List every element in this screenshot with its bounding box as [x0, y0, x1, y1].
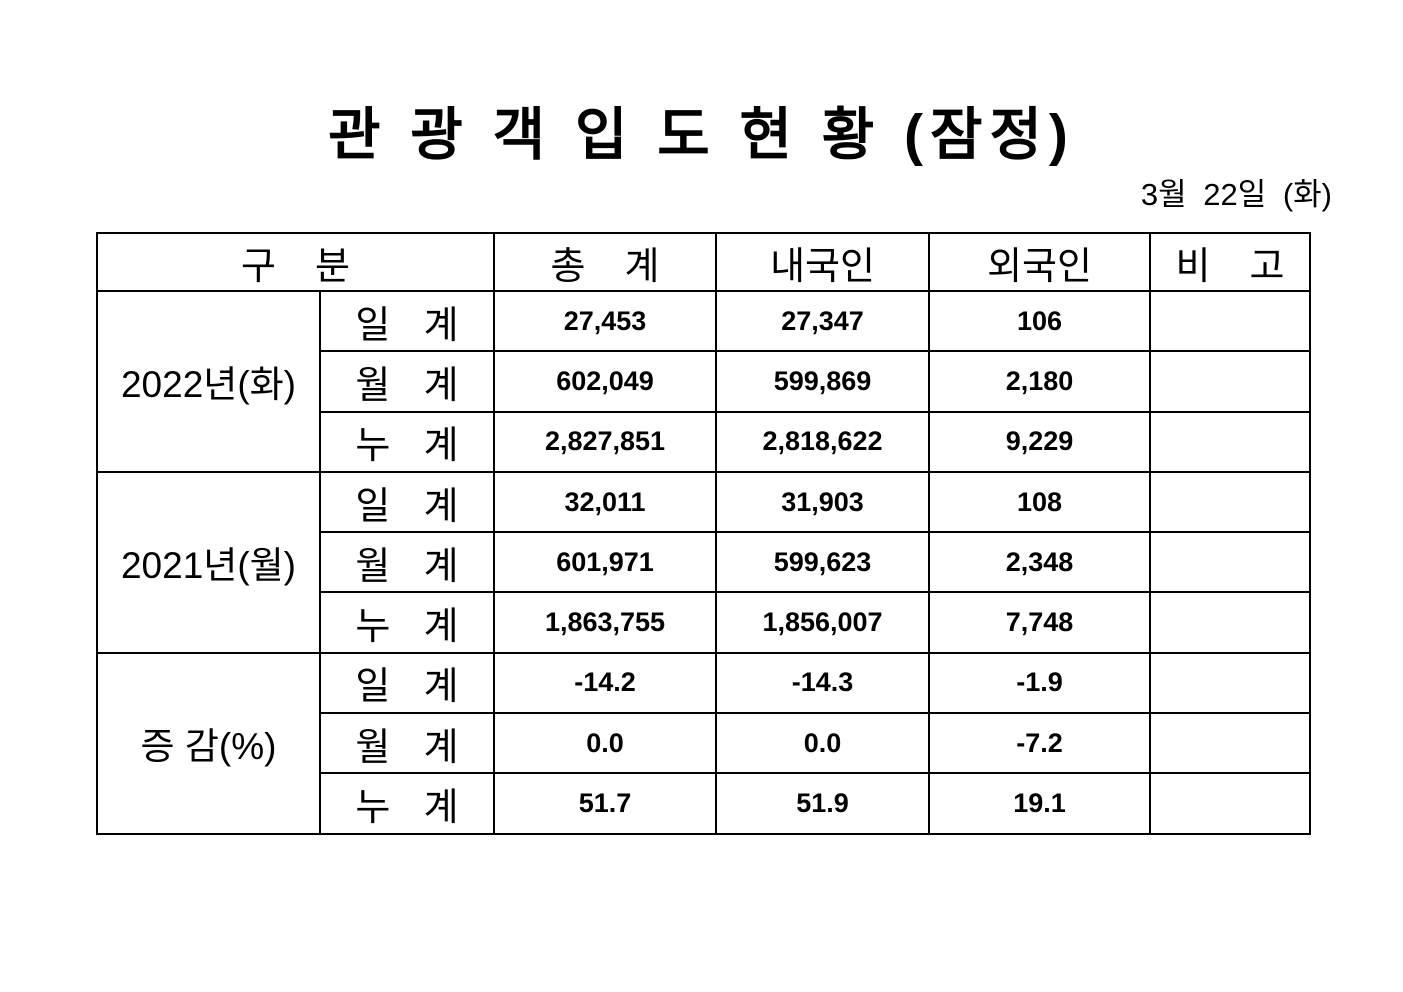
foreign-value: 19.1: [928, 772, 1152, 835]
table-row: 월 계 601,971 599,623 2,348: [97, 531, 1312, 594]
note-cell: [1149, 289, 1312, 353]
table-row: 누 계 51.7 51.9 19.1: [97, 772, 1312, 835]
table-row: 월 계 602,049 599,869 2,180: [97, 350, 1312, 413]
note-cell: [1149, 712, 1312, 775]
report-date: 3월 22일 (화): [1140, 177, 1332, 212]
domestic-value: -14.3: [715, 651, 931, 715]
table-row: 누 계 2,827,851 2,818,622 9,229: [97, 410, 1312, 473]
foreign-value: -1.9: [928, 651, 1152, 715]
header-note: 비 고: [1149, 232, 1312, 292]
foreign-value: 2,348: [928, 531, 1152, 594]
domestic-value: 0.0: [715, 712, 931, 775]
group-label-2022: 2022년(화): [96, 290, 321, 473]
table-row: 증 감(%) 일 계 -14.2 -14.3 -1.9: [96, 651, 1312, 835]
row-label-daily: 일 계: [318, 470, 496, 534]
total-value: 2,827,851: [493, 410, 718, 473]
header-total: 총 계: [493, 232, 718, 292]
header-domestic: 내국인: [715, 232, 931, 292]
domestic-value: 51.9: [715, 772, 931, 835]
domestic-value: 1,856,007: [715, 591, 931, 654]
table-row: 월 계 0.0 0.0 -7.2: [97, 712, 1312, 775]
table-header-row: 구 분 총 계 내국인 외국인 비 고: [95, 232, 1312, 292]
note-cell: [1149, 651, 1312, 715]
total-value: 51.7: [493, 772, 718, 835]
tourist-arrival-table: 구 분 총 계 내국인 외국인 비 고 2022년(화) 일 계 27,453 …: [95, 232, 1312, 835]
header-category: 구 분: [95, 232, 496, 292]
total-value: 601,971: [493, 531, 718, 594]
total-value: 602,049: [493, 350, 718, 413]
foreign-value: 9,229: [928, 410, 1152, 473]
foreign-value: 2,180: [928, 350, 1152, 413]
foreign-value: 7,748: [928, 591, 1152, 654]
row-label-daily: 일 계: [318, 651, 496, 715]
row-label-cumulative: 누 계: [318, 410, 496, 473]
row-label-daily: 일 계: [318, 289, 496, 353]
row-label-monthly: 월 계: [318, 350, 496, 413]
total-value: 32,011: [493, 470, 718, 534]
total-value: 0.0: [493, 712, 718, 775]
total-value: 1,863,755: [493, 591, 718, 654]
row-label-cumulative: 누 계: [318, 772, 496, 835]
total-value: -14.2: [493, 651, 718, 715]
page-title: 관 광 객 입 도 현 황 (잠정): [328, 103, 1075, 167]
group-label-change: 증 감(%): [96, 651, 321, 835]
domestic-value: 599,869: [715, 350, 931, 413]
domestic-value: 31,903: [715, 470, 931, 534]
header-foreign: 외국인: [928, 232, 1152, 292]
row-label-monthly: 월 계: [318, 712, 496, 775]
foreign-value: -7.2: [928, 712, 1152, 775]
note-cell: [1149, 591, 1312, 654]
table-row: 2022년(화) 일 계 27,453 27,347 106: [96, 289, 1312, 473]
note-cell: [1149, 531, 1312, 594]
row-label-cumulative: 누 계: [318, 591, 496, 654]
table-row: 2021년(월) 일 계 32,011 31,903 108: [96, 470, 1312, 654]
note-cell: [1149, 772, 1312, 835]
domestic-value: 599,623: [715, 531, 931, 594]
table-row: 누 계 1,863,755 1,856,007 7,748: [97, 591, 1312, 654]
note-cell: [1149, 410, 1312, 473]
note-cell: [1149, 350, 1312, 413]
group-label-2021: 2021년(월): [96, 470, 321, 654]
total-value: 27,453: [493, 289, 718, 353]
row-label-monthly: 월 계: [318, 531, 496, 594]
domestic-value: 2,818,622: [715, 410, 931, 473]
foreign-value: 108: [928, 470, 1152, 534]
note-cell: [1149, 470, 1312, 534]
foreign-value: 106: [928, 289, 1152, 353]
domestic-value: 27,347: [715, 289, 931, 353]
